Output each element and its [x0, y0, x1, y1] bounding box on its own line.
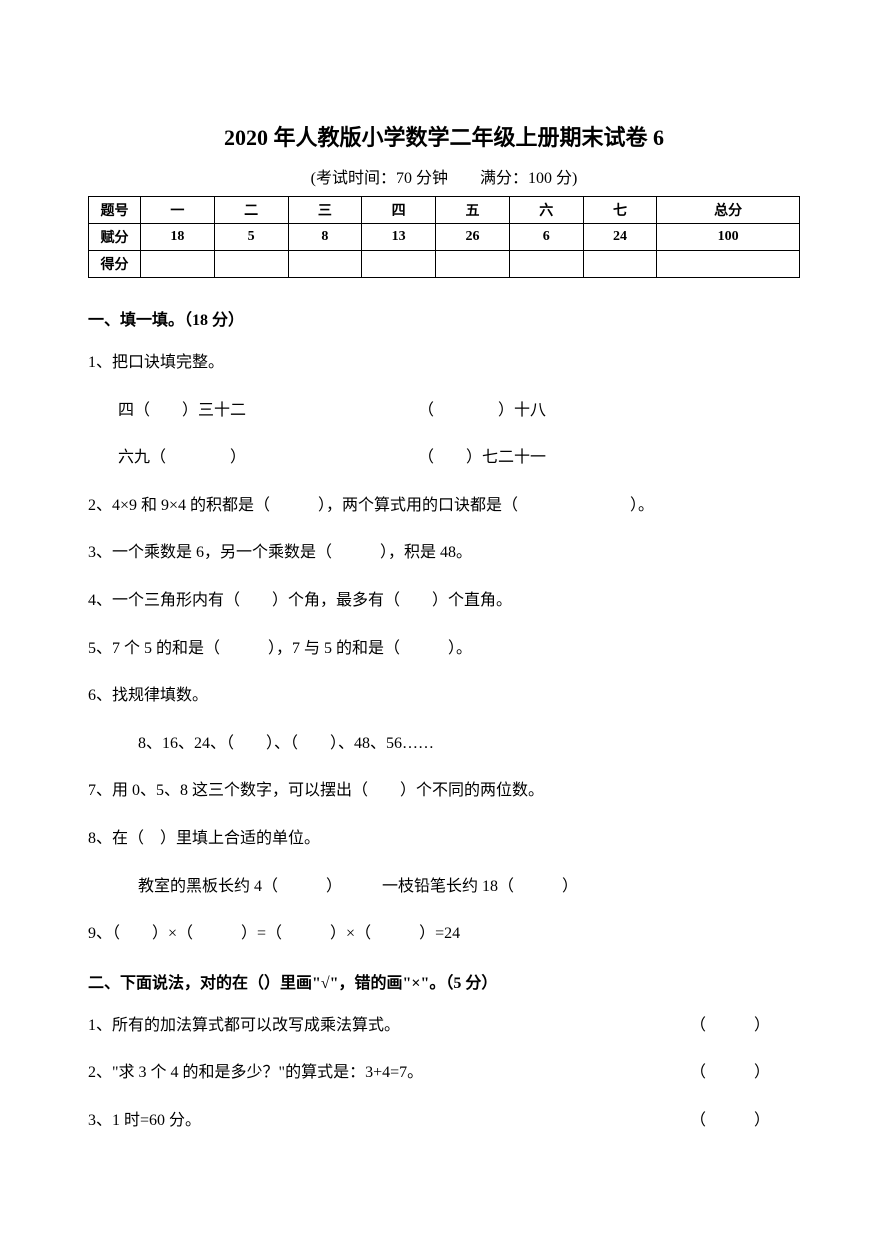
- score-cell: [436, 251, 510, 278]
- score-cell: [214, 251, 288, 278]
- question-7: 7、用 0、5、8 这三个数字，可以摆出（ ）个不同的两位数。: [88, 778, 800, 804]
- question-6: 6、找规律填数。: [88, 683, 800, 709]
- score-cell: [509, 251, 583, 278]
- question-8a: 教室的黑板长约 4（ ） 一枝铅笔长约 18（ ）: [88, 874, 800, 900]
- assigned-cell: 24: [583, 224, 657, 251]
- col-header: 四: [362, 197, 436, 224]
- tf-question-2: 2、"求 3 个 4 的和是多少？"的算式是：3+4=7。 （ ）: [88, 1060, 800, 1086]
- q1b-left: 六九（ ）: [118, 445, 418, 471]
- tf-question-1: 1、所有的加法算式都可以改写成乘法算式。 （ ）: [88, 1013, 800, 1039]
- question-6a: 8、16、24、（ ）、（ ）、48、56……: [88, 731, 800, 757]
- tf-q2-blank: （ ）: [690, 1060, 770, 1086]
- assigned-label: 赋分: [89, 224, 141, 251]
- q1a-left: 四（ ）三十二: [118, 398, 418, 424]
- header-label: 题号: [89, 197, 141, 224]
- assigned-cell: 8: [288, 224, 362, 251]
- question-2: 2、4×9 和 9×4 的积都是（ ），两个算式用的口诀都是（ ）。: [88, 493, 800, 519]
- col-header: 一: [141, 197, 215, 224]
- col-header: 总分: [657, 197, 800, 224]
- table-row: 得分: [89, 251, 800, 278]
- assigned-cell: 5: [214, 224, 288, 251]
- question-8: 8、在（ ）里填上合适的单位。: [88, 826, 800, 852]
- question-1a: 四（ ）三十二 （ ）十八: [88, 398, 800, 424]
- question-3: 3、一个乘数是 6，另一个乘数是（ ），积是 48。: [88, 540, 800, 566]
- assigned-cell: 6: [509, 224, 583, 251]
- col-header: 七: [583, 197, 657, 224]
- score-label: 得分: [89, 251, 141, 278]
- tf-q2-text: 2、"求 3 个 4 的和是多少？"的算式是：3+4=7。: [88, 1060, 423, 1086]
- assigned-cell: 18: [141, 224, 215, 251]
- table-row: 赋分 18 5 8 13 26 6 24 100: [89, 224, 800, 251]
- assigned-cell: 26: [436, 224, 510, 251]
- score-cell: [583, 251, 657, 278]
- score-cell: [141, 251, 215, 278]
- assigned-cell: 100: [657, 224, 800, 251]
- score-cell: [288, 251, 362, 278]
- tf-q3-text: 3、1 时=60 分。: [88, 1108, 201, 1134]
- score-cell: [362, 251, 436, 278]
- question-9: 9、（ ）×（ ）=（ ）×（ ）=24: [88, 921, 800, 947]
- question-1b: 六九（ ） （ ）七二十一: [88, 445, 800, 471]
- exam-title: 2020 年人教版小学数学二年级上册期末试卷 6: [88, 120, 800, 152]
- col-header: 三: [288, 197, 362, 224]
- tf-question-3: 3、1 时=60 分。 （ ）: [88, 1108, 800, 1134]
- section-2-header: 二、下面说法，对的在（）里画"√"，错的画"×"。（5 分）: [88, 969, 800, 993]
- table-row: 题号 一 二 三 四 五 六 七 总分: [89, 197, 800, 224]
- col-header: 六: [509, 197, 583, 224]
- question-1: 1、把口诀填完整。: [88, 350, 800, 376]
- col-header: 五: [436, 197, 510, 224]
- assigned-cell: 13: [362, 224, 436, 251]
- tf-q1-text: 1、所有的加法算式都可以改写成乘法算式。: [88, 1013, 400, 1039]
- question-5: 5、7 个 5 的和是（ ），7 与 5 的和是（ ）。: [88, 636, 800, 662]
- q1b-right: （ ）七二十一: [418, 445, 546, 471]
- tf-q1-blank: （ ）: [690, 1013, 770, 1039]
- exam-subtitle: (考试时间：70 分钟 满分：100 分): [88, 164, 800, 188]
- question-4: 4、一个三角形内有（ ）个角，最多有（ ）个直角。: [88, 588, 800, 614]
- score-cell: [657, 251, 800, 278]
- section-1-header: 一、填一填。（18 分）: [88, 306, 800, 330]
- q1a-right: （ ）十八: [418, 398, 546, 424]
- col-header: 二: [214, 197, 288, 224]
- score-table: 题号 一 二 三 四 五 六 七 总分 赋分 18 5 8 13 26 6 24…: [88, 196, 800, 278]
- tf-q3-blank: （ ）: [690, 1108, 770, 1134]
